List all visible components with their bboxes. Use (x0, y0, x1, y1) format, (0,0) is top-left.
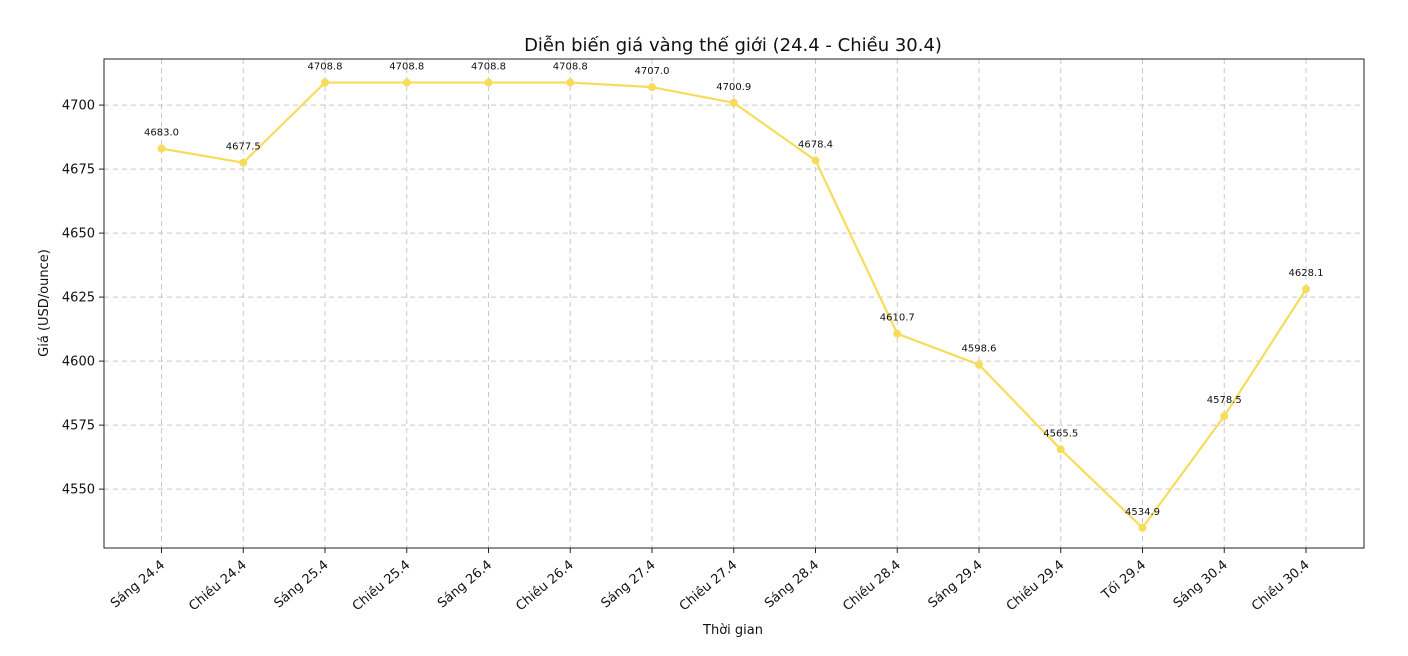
data-point (566, 78, 575, 87)
x-tick-label: Chiều 27.4 (677, 558, 740, 615)
y-tick-label: 4600 (62, 355, 95, 370)
data-point (893, 329, 902, 338)
data-point (1138, 523, 1147, 532)
data-label: 4610.7 (880, 313, 915, 324)
x-tick-label: Chiều 26.4 (513, 558, 576, 615)
x-tick-label: Chiều 24.4 (186, 558, 249, 615)
y-tick-label: 4625 (62, 291, 95, 306)
axis-ticks: Sáng 24.4 Chiều 24.4 Sáng 25.4 Chiều 25.4 Sá… (62, 99, 1313, 615)
x-tick-label: Sáng 28.4 (762, 558, 822, 612)
data-label: 4707.0 (635, 66, 670, 77)
series-gold-price (157, 78, 1310, 532)
x-tick-label: Sáng 30.4 (1171, 558, 1231, 612)
x-tick-label: Sáng 29.4 (926, 558, 986, 612)
x-tick-label: Sáng 27.4 (599, 558, 659, 612)
data-point (1302, 285, 1310, 294)
data-point (648, 83, 656, 92)
data-label: 4565.5 (1043, 428, 1078, 439)
x-tick-label: Chiều 25.4 (350, 558, 413, 615)
x-tick-label: Sáng 25.4 (272, 558, 332, 612)
y-axis-label: Giá (USD/ounce) (37, 249, 52, 357)
data-point (811, 156, 820, 165)
data-label: 4598.6 (962, 344, 997, 355)
x-tick-label: Sáng 24.4 (108, 558, 168, 612)
data-point (402, 78, 411, 87)
data-point (975, 360, 983, 369)
data-point (729, 98, 738, 107)
data-label: 4700.9 (716, 82, 751, 93)
x-tick-label: Chiều 28.4 (840, 558, 903, 615)
data-label: 4678.4 (798, 139, 833, 150)
data-label: 4534.9 (1125, 507, 1160, 518)
grid-lines (104, 59, 1364, 548)
y-tick-label: 4700 (62, 99, 95, 114)
x-tick-label: Chiều 29.4 (1004, 558, 1067, 615)
chart-title: Diễn biến giá vàng thế giới (24.4 - Chiề… (524, 35, 942, 56)
data-label: 4708.8 (471, 62, 506, 73)
x-tick-label: Sáng 26.4 (435, 558, 495, 612)
y-tick-label: 4575 (62, 419, 95, 434)
data-point (1220, 412, 1229, 421)
data-label: 4708.8 (389, 62, 424, 73)
x-axis-label: Thời gian (702, 623, 763, 638)
data-label: 4628.1 (1289, 268, 1324, 279)
data-label: 4677.5 (226, 142, 261, 153)
data-point (239, 158, 248, 167)
data-label: 4708.8 (553, 62, 588, 73)
y-tick-label: 4675 (62, 163, 95, 178)
data-label: 4708.8 (308, 62, 343, 73)
data-label: 4683.0 (144, 128, 179, 139)
data-point (484, 78, 493, 87)
data-point (1056, 445, 1065, 454)
data-labels: 4683.0 4677.5 4708.8 4708.8 4708.8 4708.8 4707… (144, 62, 1324, 518)
y-tick-label: 4550 (62, 483, 95, 498)
data-label: 4578.5 (1207, 395, 1242, 406)
x-tick-label: Tối 29.4 (1098, 558, 1149, 604)
y-tick-label: 4650 (62, 227, 95, 242)
data-point (321, 78, 329, 87)
data-point (157, 144, 166, 153)
x-tick-label: Chiều 30.4 (1249, 558, 1312, 615)
